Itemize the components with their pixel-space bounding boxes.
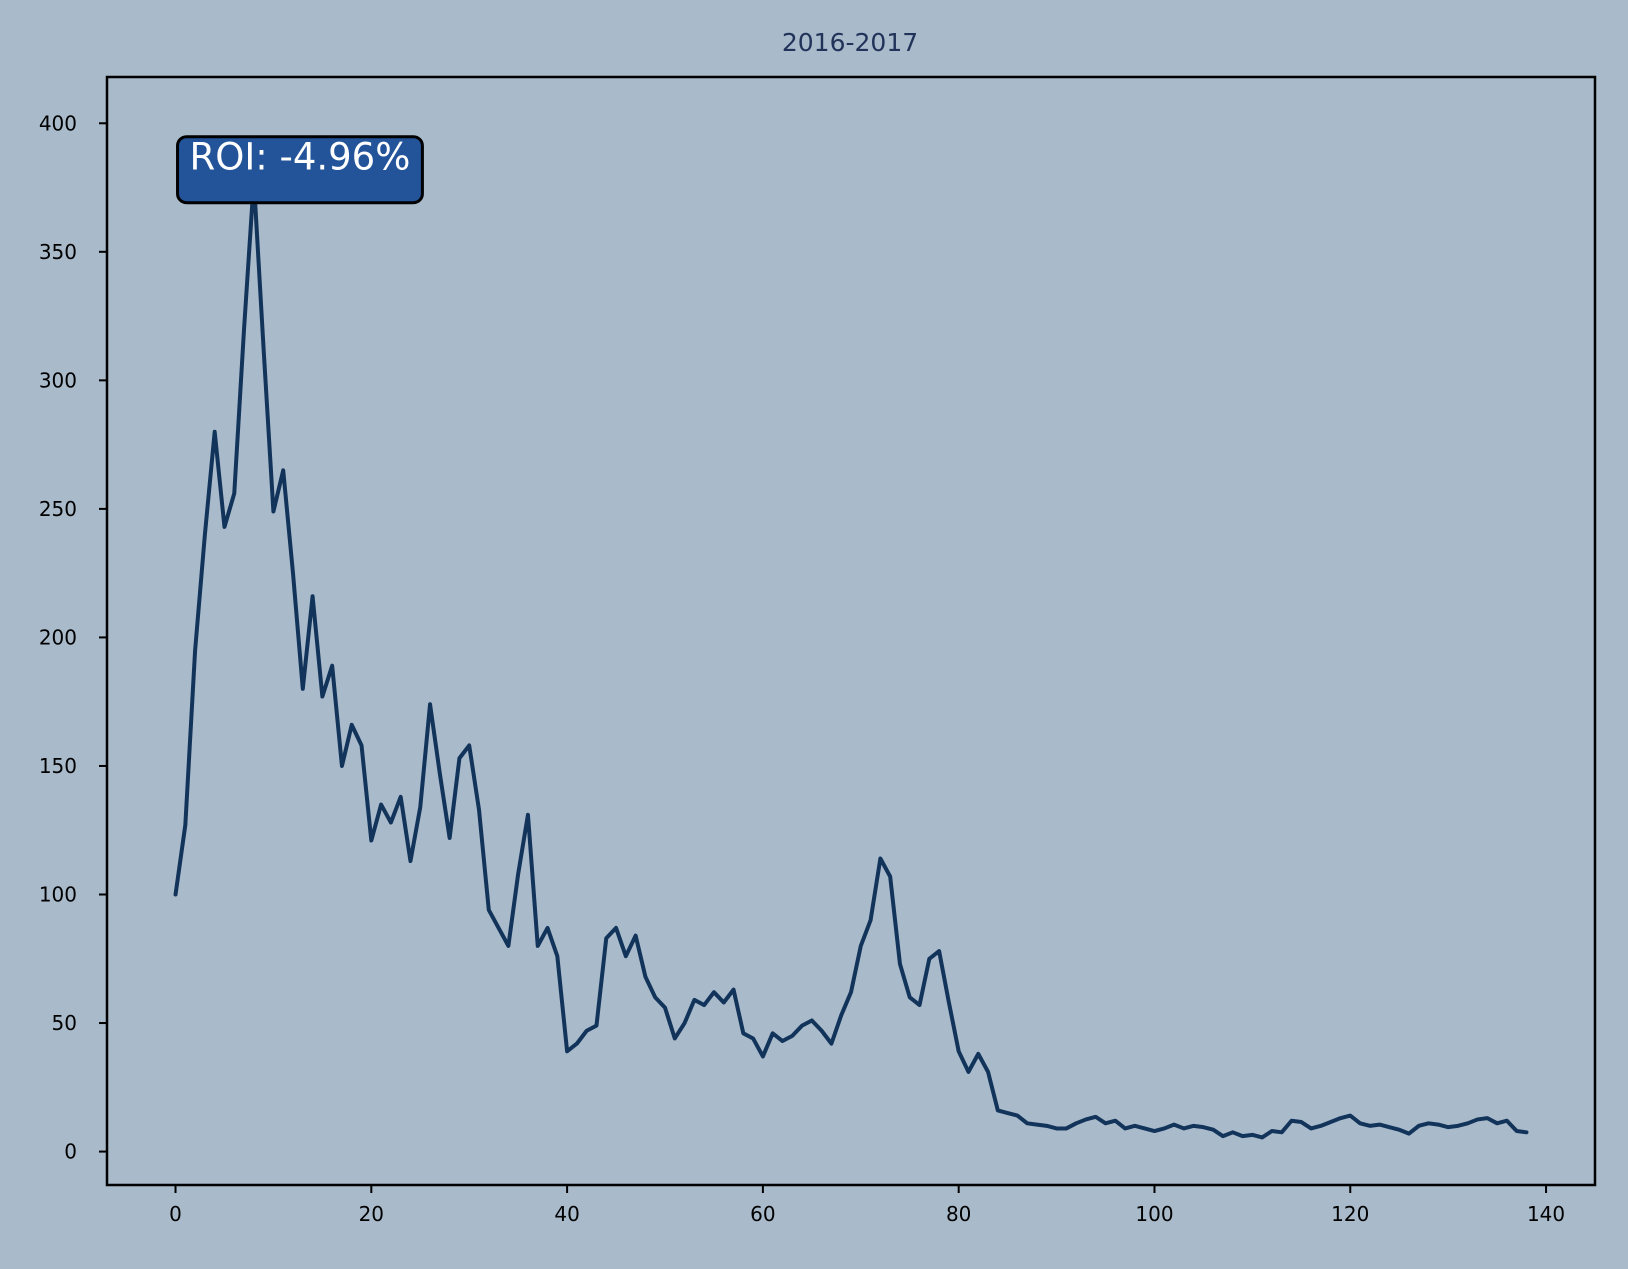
- x-tick-label: 120: [1331, 1202, 1369, 1226]
- roi-annotation-text: ROI: -4.96%: [190, 136, 411, 179]
- x-tick-label: 140: [1527, 1202, 1565, 1226]
- y-axis: 0 50 100 150 200 250 300 350 400: [39, 111, 107, 1164]
- y-tick-label: 150: [39, 754, 77, 778]
- roi-annotation: ROI: -4.96%: [176, 135, 424, 205]
- y-tick-label: 200: [39, 625, 77, 649]
- x-tick-label: 100: [1135, 1202, 1173, 1226]
- x-axis: 0 20 40 60 80 100 120 140: [169, 1185, 1565, 1226]
- x-tick-label: 20: [359, 1202, 384, 1226]
- x-tick-label: 40: [554, 1202, 579, 1226]
- y-tick-label: 100: [39, 883, 77, 907]
- x-tick-label: 0: [169, 1202, 182, 1226]
- x-tick-label: 80: [946, 1202, 971, 1226]
- chart-title: 2016-2017: [782, 28, 918, 57]
- y-tick-label: 350: [39, 240, 77, 264]
- y-tick-label: 0: [64, 1140, 77, 1164]
- plot-frame: [105, 75, 1597, 1187]
- series-line: [173, 177, 1529, 1140]
- roi-annotation-box: [176, 135, 424, 205]
- y-tick-label: 250: [39, 497, 77, 521]
- y-tick-label: 400: [39, 111, 77, 135]
- x-tick-label: 60: [750, 1202, 775, 1226]
- y-tick-label: 50: [52, 1011, 77, 1035]
- y-tick-label: 300: [39, 368, 77, 392]
